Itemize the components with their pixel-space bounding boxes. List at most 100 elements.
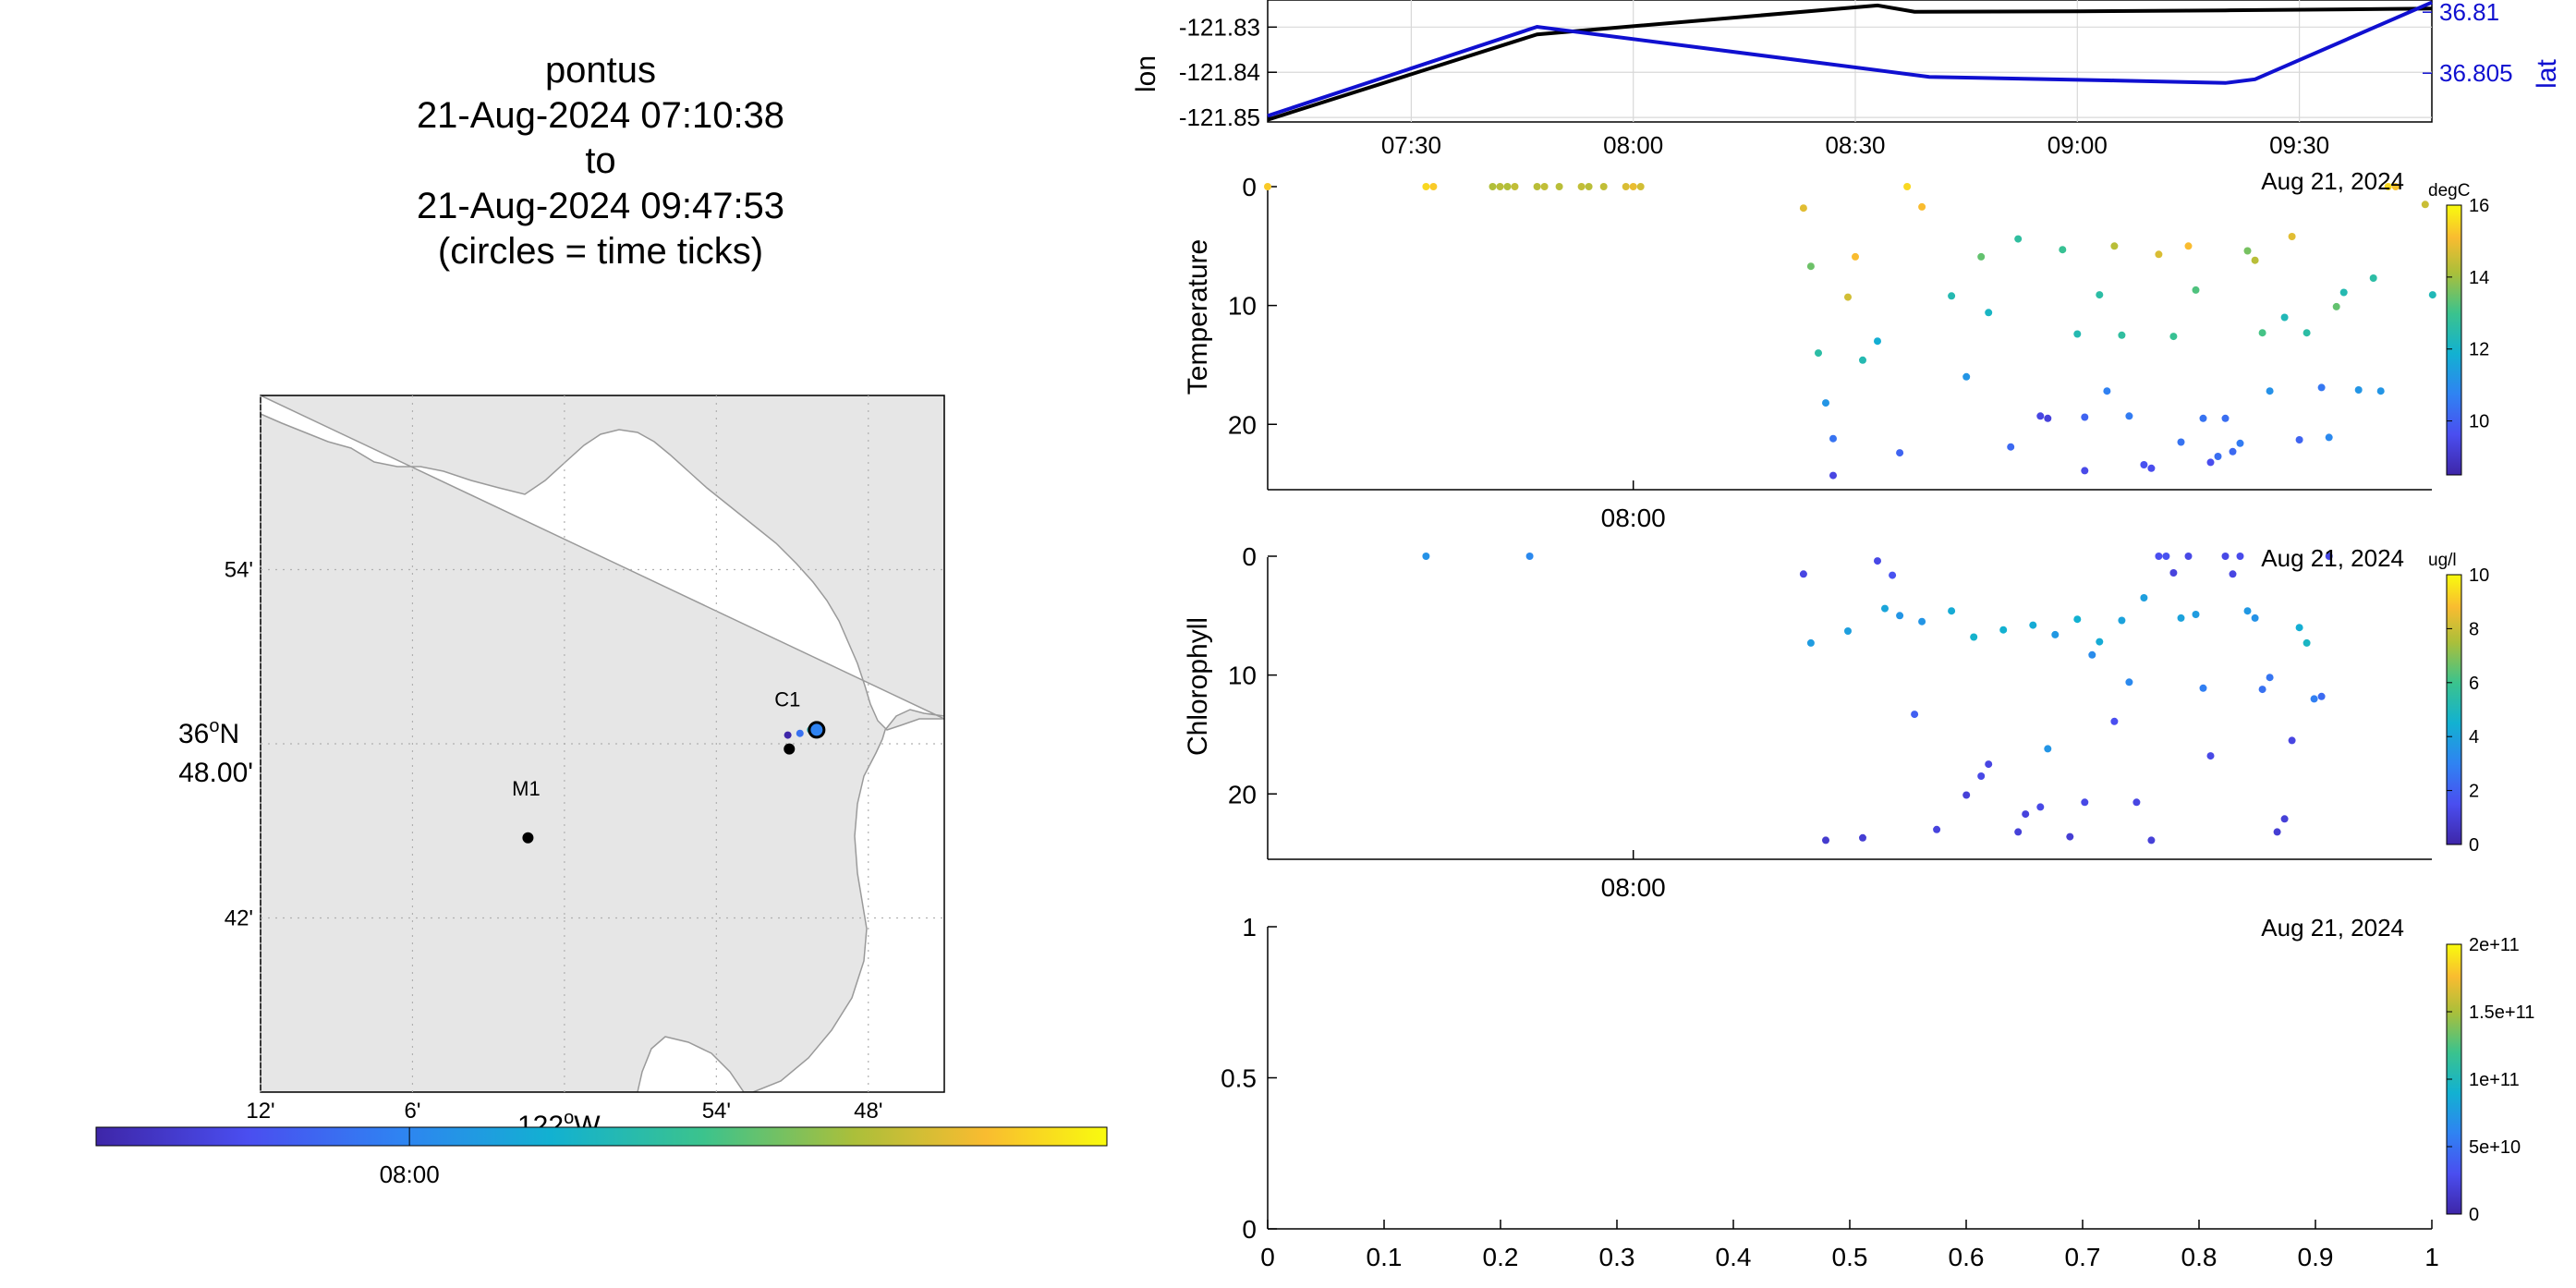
temperature-point (1511, 183, 1519, 190)
time-colorbar-tick-label: 08:00 (380, 1160, 440, 1188)
empty-panel-y-tick-label: 0.5 (1221, 1064, 1257, 1093)
empty-panel-x-tick-label: 0 (1260, 1243, 1275, 1271)
chlorophyll-point (2140, 594, 2148, 601)
chlorophyll-colorbar (2446, 574, 2462, 845)
chlorophyll-point (2243, 607, 2252, 615)
chlorophyll-colorbar-tick-label: 6 (2469, 674, 2479, 694)
chlorophyll-point (1844, 627, 1852, 635)
chlorophyll-point (2280, 815, 2289, 823)
temperature-point (2243, 247, 2252, 255)
temperature-point (2192, 286, 2200, 294)
chlorophyll-point (2014, 828, 2023, 836)
temperature-point (1264, 183, 1271, 190)
chlorophyll-colorbar-units: ug/l (2428, 551, 2457, 570)
chlorophyll-point (2295, 624, 2303, 632)
map-longitude-tick-label: 54' (702, 1099, 731, 1124)
chlorophyll-point (1999, 626, 2008, 634)
temperature-point (2221, 414, 2230, 422)
position-vs-time: 07:30 08:00 08:30 09:00 09:30 -121.83 -121.84… (1131, 0, 2562, 159)
temperature-point (2369, 274, 2377, 282)
temperature-ylabel: Temperature (1183, 239, 1213, 395)
empty-panel-y-ticks: 10.50 (1221, 913, 1277, 1244)
temperature-colorbar-tick-label: 10 (2469, 412, 2489, 432)
temperature-point (1918, 202, 1926, 211)
chlorophyll-point (1896, 612, 1904, 620)
position-time-tick-label: 09:30 (2269, 131, 2329, 159)
chlorophyll-depth-tick-label: 20 (1228, 780, 1257, 808)
temperature-point (2184, 242, 2193, 250)
chlorophyll-point (2110, 717, 2119, 725)
temperature-point (1844, 293, 1852, 301)
chlorophyll-date-label: Aug 21, 2024 (2261, 544, 2404, 572)
time-colorbar: 08:00 (95, 1126, 1108, 1188)
empty-panel-x-tick-label: 0.3 (1599, 1243, 1635, 1271)
empty-panel-x-tick-label: 0.6 (1949, 1243, 1985, 1271)
temperature-point (2014, 235, 2023, 243)
temperature-point (1496, 183, 1504, 190)
chlorophyll-point (2258, 686, 2266, 694)
temperature-point (1622, 183, 1630, 190)
chlorophyll-point (2221, 553, 2230, 560)
chlorophyll-point (1859, 833, 1866, 842)
temperature-point (1503, 183, 1512, 190)
chlorophyll-colorbar-tick-label: 2 (2469, 782, 2479, 802)
temperature-point (2236, 439, 2244, 447)
figure-title: pontus 21-Aug-2024 07:10:38 to 21-Aug-20… (370, 48, 832, 274)
empty-panel-y-tick-label: 0 (1242, 1215, 1257, 1244)
map-longitude-tick-label: 12' (246, 1099, 274, 1124)
position-time-ticks: 07:30 08:00 08:30 09:00 09:30 (1381, 131, 2329, 159)
position-grid (1268, 0, 2432, 122)
chlorophyll-point (2184, 553, 2193, 560)
chlorophyll-point (1977, 772, 1986, 780)
temperature-depth-tick-label: 10 (1228, 292, 1257, 321)
temperature-colorbar (2446, 204, 2462, 476)
temperature-colorbar-ticks: 16 14 12 10 (2447, 196, 2489, 432)
empty-panel-y-tick-label: 1 (1242, 913, 1257, 942)
temperature-point (2376, 387, 2385, 395)
temperature-point (1852, 252, 1859, 261)
chlorophyll-point (2229, 570, 2237, 578)
empty-panel-x-tick-label: 0.8 (2181, 1243, 2218, 1271)
position-lon-tick-label: -121.84 (1179, 58, 1260, 86)
chlorophyll-point (2177, 614, 2185, 622)
current-position-marker (808, 721, 826, 739)
temperature-point (2177, 438, 2185, 446)
temperature-point (2125, 412, 2133, 420)
temperature-depth-tick-label: 0 (1242, 173, 1257, 201)
chlorophyll-colorbar-ticks: 10 8 6 4 2 0 (2447, 565, 2489, 856)
map-longitude-tick-label: 6' (404, 1099, 420, 1124)
chlorophyll-point (1918, 617, 1926, 626)
temperature-point (2384, 183, 2392, 190)
chlorophyll-point (2236, 553, 2244, 560)
chlorophyll-point (1822, 836, 1829, 844)
end-time: 21-Aug-2024 09:47:53 (416, 186, 785, 226)
temperature-point (1429, 183, 1438, 190)
empty-panel-x-ticks: 0 0.1 0.2 0.3 0.4 0.5 0.6 0.7 0.8 0.9 1 (1260, 1220, 2439, 1271)
station-label: C1 (774, 688, 800, 711)
time-colorbar-ticks: 08:00 (380, 1127, 440, 1188)
temperature-point (2303, 329, 2311, 337)
temperature-point (1829, 434, 1837, 443)
position-lat-tick-label: 36.81 (2439, 0, 2499, 26)
temperature-point (1903, 183, 1912, 190)
chlorophyll-point (2288, 736, 2296, 745)
position-lines (1267, 0, 2433, 122)
temperature-point (2096, 291, 2104, 299)
position-axes-frame (1267, 0, 2433, 123)
position-time-tick-label: 07:30 (1381, 131, 1441, 159)
chlorophyll-point (2317, 692, 2326, 700)
chlorophyll-depth-tick-label: 0 (1242, 542, 1257, 571)
temperature-point (2169, 333, 2178, 341)
to-label: to (585, 140, 616, 181)
chlorophyll-point (2162, 553, 2170, 560)
temperature-point (1829, 471, 1837, 480)
track-map: 12' 6' 54' 48' 54'42' 122oW 36oN 48.00' M1C… (178, 395, 945, 1141)
station-marker (784, 743, 796, 755)
temperature-point (1806, 262, 1815, 271)
empty-panel-x-tick-label: 0.1 (1367, 1243, 1403, 1271)
chlorophyll-ylabel: Chlorophyll (1183, 617, 1213, 756)
chlorophyll-colorbar-tick-label: 10 (2469, 565, 2489, 586)
